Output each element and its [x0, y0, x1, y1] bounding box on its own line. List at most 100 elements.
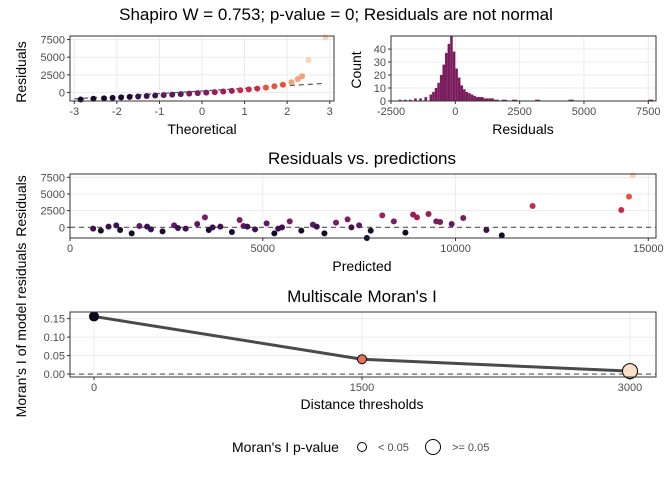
rp-point	[236, 217, 243, 223]
moran-point	[357, 354, 367, 365]
legend-label-large: >= 0.05	[452, 442, 489, 454]
hist-bar	[483, 98, 489, 101]
hist-xlabel: Residuals	[492, 121, 553, 137]
rp-ylabel: Residuals	[13, 175, 29, 236]
moran-point	[89, 311, 99, 322]
moran-xtick-label: 0	[91, 382, 97, 394]
hist-bar	[470, 94, 474, 101]
hist-ytick-label: 40	[374, 44, 386, 56]
rp-point	[194, 221, 201, 227]
qq-point	[160, 92, 167, 99]
hist-bar	[457, 77, 461, 101]
hist-bar	[403, 99, 407, 101]
qq-point	[271, 83, 278, 90]
hist-bar	[648, 99, 654, 101]
rp-point	[629, 172, 636, 179]
hist-ytick-label: 20	[374, 70, 386, 82]
qq-point	[305, 57, 312, 64]
hist-bar	[409, 99, 412, 101]
hist-bar	[429, 94, 433, 101]
hist-bar	[568, 99, 574, 101]
qq-xlabel: Theoretical	[167, 121, 236, 137]
rp-xlabel: Predicted	[332, 258, 391, 274]
hist-bar	[447, 43, 451, 101]
rp-point	[433, 218, 440, 225]
qq-xtick-label: -3	[69, 106, 79, 118]
rp-point	[209, 224, 216, 231]
rp-point	[201, 214, 208, 221]
hist-bar	[473, 95, 476, 101]
moran-title: Multiscale Moran's I	[287, 287, 437, 306]
qq-point	[77, 96, 84, 103]
qq-ytick-label: 0	[59, 88, 65, 100]
qq-point	[118, 94, 125, 101]
hist-bar	[501, 99, 507, 101]
hist-bar	[465, 91, 469, 101]
rp-point	[460, 215, 467, 221]
hist-ylabel: Count	[348, 51, 364, 88]
qq-xtick-label: -2	[112, 106, 122, 118]
qq-ytick-label: 5000	[41, 52, 65, 64]
hist-bar	[445, 52, 448, 101]
hist-bar	[493, 99, 500, 101]
moran-frame	[69, 311, 657, 378]
rp-point	[279, 224, 286, 231]
rp-point	[263, 220, 270, 227]
qq-point	[152, 92, 159, 99]
hist-bar	[488, 98, 494, 101]
qq-point	[101, 95, 108, 102]
hist-bar	[414, 98, 417, 101]
main-title: Shapiro W = 0.753; p-value = 0; Residual…	[119, 5, 553, 24]
qq-ytick-label: 2500	[41, 70, 65, 82]
moran-point	[622, 363, 638, 380]
rp-point	[529, 203, 536, 209]
qq-ytick-label: 7500	[41, 35, 65, 47]
qq-point	[90, 95, 97, 102]
hist-xtick-label: -2500	[377, 106, 405, 118]
rp-point	[425, 211, 432, 217]
rp-point	[144, 223, 151, 230]
qq-panel: Theoretical Residuals -3 -2 -1 0 1 2 3 0 2500 500…	[13, 34, 335, 137]
hist-bar	[434, 88, 438, 101]
legend: Moran's I p-value < 0.05 >= 0.05	[232, 439, 489, 455]
hist-bar	[437, 82, 440, 101]
hist-bar	[442, 64, 446, 101]
moran-ytick-label: 0.00	[44, 369, 65, 381]
rp-point	[313, 223, 320, 230]
hist-ytick-label: 30	[374, 57, 386, 69]
hist-bar	[450, 36, 453, 101]
hist-bar	[460, 85, 464, 101]
rp-point	[113, 222, 120, 229]
hist-ytick-label: 10	[374, 83, 386, 95]
rp-point	[367, 227, 374, 234]
rp-point	[244, 223, 251, 230]
qq-point	[294, 76, 301, 83]
rp-point	[174, 225, 181, 231]
rp-point	[117, 227, 124, 233]
hist-xtick-label: 5000	[572, 106, 596, 118]
hist-bar	[535, 99, 541, 101]
rp-point	[159, 228, 166, 235]
qq-point	[143, 93, 150, 100]
hist-bar	[468, 93, 471, 101]
rp-point	[618, 207, 625, 213]
qq-point	[288, 79, 295, 86]
hist-xtick-label: 0	[452, 106, 458, 118]
qq-point	[126, 93, 133, 100]
rp-point	[448, 221, 455, 227]
moran-panel: Multiscale Moran's I Distance thresholds…	[13, 243, 657, 417]
rp-point	[344, 216, 351, 223]
rp-point	[498, 232, 505, 239]
hist-bar	[432, 91, 435, 101]
rp-point	[90, 225, 97, 232]
rp-ytick-label: 2500	[41, 206, 65, 218]
rp-xtick-label: 0	[67, 243, 73, 255]
moran-xtick-label: 3000	[618, 382, 642, 394]
rp-ytick-label: 5000	[41, 189, 65, 201]
rp-xtick-label: 10000	[440, 243, 471, 255]
qq-frame	[69, 35, 335, 102]
hist-bar	[463, 89, 466, 101]
histogram-panel: Residuals Count -2500 0 2500 5000 7500010203…	[348, 35, 661, 137]
qq-point	[211, 89, 218, 96]
